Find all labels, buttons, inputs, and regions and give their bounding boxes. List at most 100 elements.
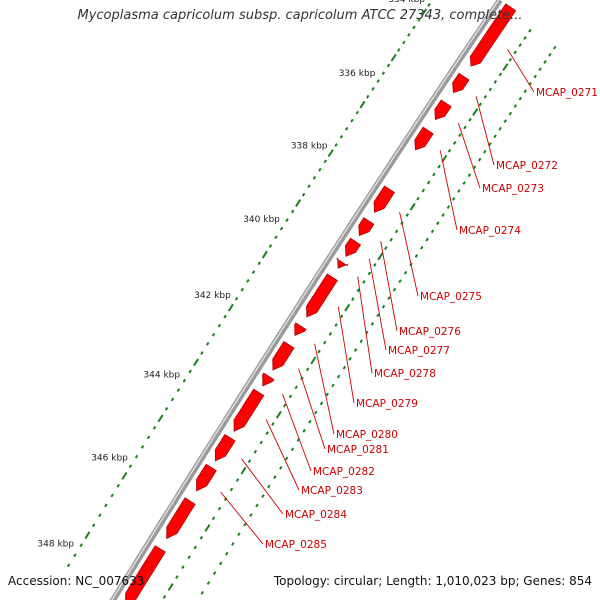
track-tick-outer [376,79,380,83]
track-tick-outer [420,8,428,17]
track-tick-inner-a [463,125,467,130]
track-tick-inner-b [446,205,451,209]
track-tick-inner-b [325,392,329,397]
gene-arrow[interactable] [344,237,362,257]
track-tick-inner-b [472,165,477,170]
gene-arrow[interactable] [358,217,375,237]
track-tick-outer [227,303,234,312]
track-tick-outer [223,314,227,319]
track-tick-inner-a [488,87,493,92]
gene-label[interactable]: MCAP_0274 [459,225,521,237]
track-tick-inner-a [339,314,344,319]
gene-leader-line [314,343,335,435]
gene-label[interactable]: MCAP_0281 [327,444,389,456]
track-tick-outer [116,483,120,488]
track-tick-inner-b [302,428,306,433]
track-tick-inner-b [387,296,391,301]
track-tick-inner-a [351,297,355,301]
track-tick-inner-a [478,102,483,107]
track-tick-outer [251,270,256,275]
track-tick-inner-a [483,95,488,99]
track-tick-outer [134,454,139,459]
track-tick-inner-b [319,401,324,406]
track-tick-inner-a [472,108,479,116]
track-tick-inner-b [249,513,253,517]
gene-label[interactable]: MCAP_0275 [420,291,482,303]
track-tick-inner-a [199,535,204,540]
gene-label[interactable]: MCAP_0276 [399,326,461,338]
track-tick-outer [290,209,295,214]
track-tick-outer [146,435,151,440]
track-tick-inner-b [508,111,513,116]
gene-label[interactable]: MCAP_0278 [374,368,436,380]
backbone-highlight [108,0,500,604]
gene-arrow[interactable] [336,257,349,269]
track-tick-inner-a [468,117,472,122]
gene-arrow[interactable] [434,99,452,121]
gene-label[interactable]: MCAP_0272 [496,160,558,172]
track-tick-inner-b [381,304,386,309]
track-tick-inner-b [457,189,461,193]
track-tick-outer [371,86,375,91]
kbp-label: 342 kbp [194,291,231,301]
track-tick-outer [285,218,289,222]
track-tick-outer [79,543,83,548]
track-tick-outer [182,378,187,383]
gene-arrow[interactable] [294,322,307,336]
gene-label[interactable]: MCAP_0282 [313,466,375,478]
track-tick-inner-a [458,133,462,138]
gene-leader-line [457,122,481,189]
track-tick-outer [427,3,431,7]
track-tick-inner-b [376,313,380,318]
gene-label[interactable]: MCAP_0285 [265,539,327,551]
gene-label[interactable]: MCAP_0284 [285,509,347,521]
gene-arrow[interactable] [272,341,295,371]
gene-arrow[interactable] [233,388,265,432]
gene-arrow[interactable] [166,497,196,540]
track-tick-inner-b [336,374,341,379]
track-tick-outer [407,32,411,37]
gene-arrow[interactable] [469,3,517,67]
track-tick-inner-b [436,221,440,226]
track-tick-outer [386,63,391,68]
track-tick-inner-a [373,262,377,267]
gene-label[interactable]: MCAP_0271 [536,87,598,99]
track-tick-inner-b [353,348,358,352]
gene-label[interactable]: MCAP_0273 [482,183,544,195]
track-tick-outer [381,71,386,76]
track-tick-inner-b [261,494,265,498]
track-tick-inner-a [523,36,527,40]
track-tick-inner-a [217,506,222,511]
track-tick-inner-b [398,279,402,284]
gene-leader-line [282,393,312,472]
gene-label[interactable]: MCAP_0277 [388,345,450,357]
gene-arrow[interactable] [373,185,396,213]
track-tick-outer [412,25,416,30]
gene-label[interactable]: MCAP_0280 [336,429,398,441]
track-tick-outer [261,250,268,259]
gene-arrow[interactable] [452,72,470,94]
track-tick-inner-b [420,245,424,250]
gene-arrow[interactable] [196,463,217,492]
track-tick-inner-a [323,340,327,345]
gene-arrow[interactable] [414,126,434,151]
track-tick-inner-a [310,356,317,365]
track-tick-outer [318,167,322,172]
gene-arrow[interactable] [306,273,338,318]
track-tick-inner-b [392,287,397,292]
track-tick-inner-a [447,148,452,153]
gene-arrow[interactable] [214,433,236,462]
gene-label[interactable]: MCAP_0283 [301,485,363,497]
track-tick-inner-b [493,134,497,139]
gene-leader-line [507,49,535,93]
gene-label[interactable]: MCAP_0279 [356,398,418,410]
gene-arrow[interactable] [262,372,275,387]
track-tick-inner-b [518,96,523,101]
track-tick-outer [295,199,302,207]
gene-leader-line [265,419,300,491]
track-tick-inner-a [394,229,399,234]
track-tick-inner-b [552,45,557,50]
track-tick-inner-b [359,339,363,344]
